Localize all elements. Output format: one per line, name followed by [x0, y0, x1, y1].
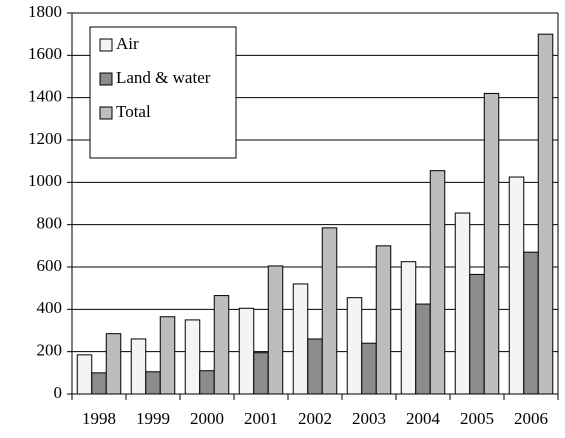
legend-label: Air: [116, 34, 139, 53]
x-tick-label: 2003: [352, 409, 386, 428]
bar: [91, 372, 107, 395]
bar: [267, 265, 284, 395]
x-tick-label: 2006: [514, 409, 548, 428]
x-tick-label: 2000: [190, 409, 224, 428]
legend-swatch: [99, 106, 113, 120]
legend-box: [89, 26, 237, 159]
bar: [184, 319, 201, 395]
y-tick-label: 1800: [28, 2, 62, 21]
y-tick-label: 0: [54, 383, 63, 402]
legend-swatch: [99, 38, 113, 52]
y-tick-label: 1000: [28, 171, 62, 190]
bar: [375, 245, 392, 395]
bar: [346, 297, 363, 395]
bar: [238, 307, 255, 395]
bar: [454, 212, 471, 395]
x-tick-label: 2001: [244, 409, 278, 428]
bar: [321, 227, 338, 395]
bar: [292, 283, 309, 395]
bar: [483, 92, 500, 395]
bar: [400, 261, 417, 395]
bar: [307, 338, 323, 395]
bar: [429, 170, 446, 395]
bar: [253, 352, 269, 395]
legend-label: Land & water: [116, 68, 211, 87]
y-tick-label: 200: [37, 341, 63, 360]
y-tick-label: 800: [37, 214, 63, 233]
bar: [469, 273, 485, 395]
bar: [361, 342, 377, 395]
bar: [159, 316, 176, 395]
x-tick-label: 2005: [460, 409, 494, 428]
bar: [105, 333, 122, 395]
legend-swatch: [99, 72, 113, 86]
y-tick-label: 400: [37, 298, 63, 317]
bar: [537, 33, 554, 395]
x-tick-label: 1999: [136, 409, 170, 428]
legend-label: Total: [116, 102, 151, 121]
x-tick-label: 2004: [406, 409, 441, 428]
y-tick-label: 1200: [28, 129, 62, 148]
y-tick-label: 1400: [28, 87, 62, 106]
bar: [145, 371, 161, 395]
y-tick-label: 1600: [28, 44, 62, 63]
x-tick-label: 2002: [298, 409, 332, 428]
bar: [199, 370, 215, 395]
bar: [213, 295, 230, 395]
bar: [76, 354, 93, 395]
y-tick-label: 600: [37, 256, 63, 275]
bar: [130, 338, 147, 395]
bar: [523, 251, 539, 395]
bar: [415, 303, 431, 395]
x-tick-label: 1998: [82, 409, 116, 428]
bar: [508, 176, 525, 395]
